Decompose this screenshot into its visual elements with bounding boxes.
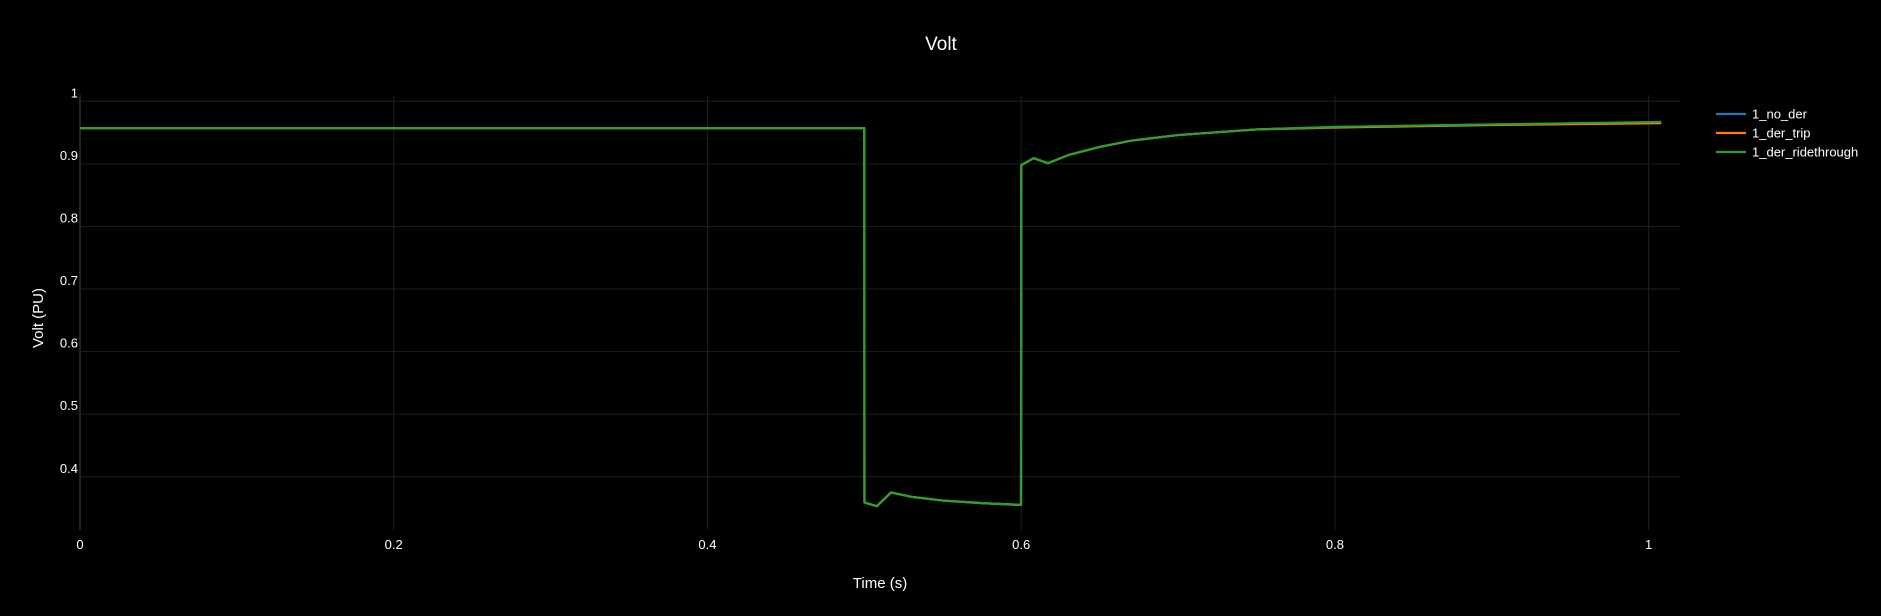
y-tick-label: 0.5 [60, 398, 78, 413]
x-tick-label: 0.4 [698, 537, 716, 552]
x-tick-label: 0 [76, 537, 83, 552]
x-tick-label: 0.2 [385, 537, 403, 552]
legend-item-1_der_trip[interactable]: 1_der_trip [1716, 126, 1811, 141]
series-layer [80, 120, 1662, 508]
y-tick-label: 0.7 [60, 273, 78, 288]
legend-label: 1_der_trip [1752, 126, 1811, 141]
y-tick-label: 0.9 [60, 148, 78, 163]
y-tick-label: 0.6 [60, 336, 78, 351]
y-tick-label: 0.4 [60, 461, 78, 476]
legend-item-1_der_ridethrough[interactable]: 1_der_ridethrough [1716, 145, 1858, 160]
legend-item-1_no_der[interactable]: 1_no_der [1716, 107, 1808, 122]
y-tick-label: 1 [71, 85, 78, 100]
y-tick-label: 0.8 [60, 210, 78, 225]
y-axis-title: Volt (PU) [30, 288, 47, 348]
grid-layer [79, 95, 1680, 530]
x-tick-label: 0.8 [1326, 537, 1344, 552]
x-tick-label: 1 [1645, 537, 1652, 552]
tick-layer: 0 0.2 0.4 0.6 0.8 1 0.4 0.5 0.6 0.7 0.8 0.9 1 [60, 85, 1652, 552]
chart-title: Volt [925, 34, 957, 55]
legend-label: 1_no_der [1752, 107, 1808, 122]
legend[interactable]: 1_no_der 1_der_trip 1_der_ridethrough [1716, 107, 1858, 160]
legend-label: 1_der_ridethrough [1752, 145, 1858, 160]
x-tick-label: 0.6 [1012, 537, 1030, 552]
x-axis-title: Time (s) [853, 575, 907, 592]
series-line-1_der_ridethrough [80, 120, 1662, 508]
